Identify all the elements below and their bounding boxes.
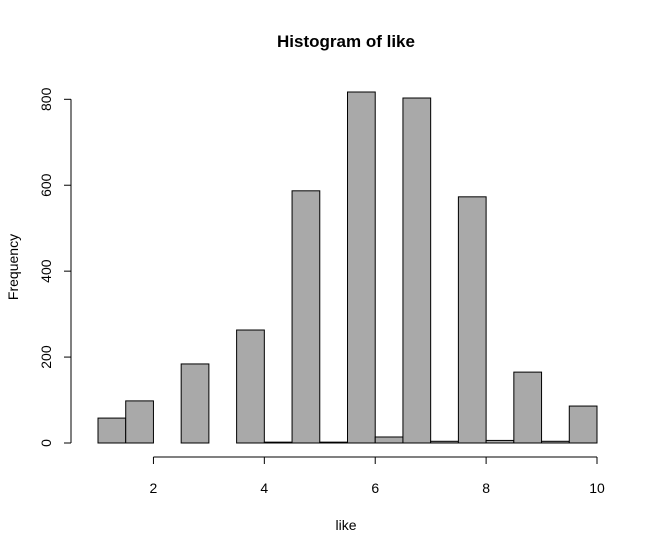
histogram-bar-12 xyxy=(430,440,459,444)
x-tick-label-4: 10 xyxy=(589,480,605,496)
x-tick-label-1: 4 xyxy=(260,480,268,496)
histogram-bar-10 xyxy=(374,436,404,444)
y-tick-label-1: 200 xyxy=(38,345,54,369)
histogram-bar-5 xyxy=(236,329,265,444)
x-axis-label: like xyxy=(335,517,356,533)
histogram-bar-6 xyxy=(263,441,293,444)
histogram-bar-0 xyxy=(97,417,127,444)
y-tick-label-0: 0 xyxy=(38,439,54,447)
x-tick-label-0: 2 xyxy=(150,480,158,496)
chart-title: Histogram of like xyxy=(277,32,415,51)
y-axis: 0 200 400 600 800 xyxy=(38,87,72,447)
x-axis: 2 4 6 8 10 xyxy=(150,456,605,496)
histogram-bar-3 xyxy=(180,363,210,444)
histogram-bar-14 xyxy=(485,439,515,444)
histogram-bar-8 xyxy=(319,441,348,444)
histogram-bar-9 xyxy=(347,91,376,444)
histogram-bar-16 xyxy=(541,440,570,444)
y-tick-label-2: 400 xyxy=(38,259,54,283)
histogram-bar-11 xyxy=(402,97,432,444)
x-tick-label-2: 6 xyxy=(371,480,379,496)
histogram-bar-15 xyxy=(513,371,543,444)
histogram-bar-7 xyxy=(291,190,321,444)
x-tick-label-3: 8 xyxy=(482,480,490,496)
histogram-bar-17 xyxy=(568,405,598,444)
bars-group xyxy=(97,91,598,444)
y-tick-label-3: 600 xyxy=(38,173,54,197)
histogram-bar-13 xyxy=(457,196,487,444)
y-axis-label: Frequency xyxy=(5,234,21,300)
histogram-bar-1 xyxy=(125,400,154,444)
y-tick-label-4: 800 xyxy=(38,87,54,111)
